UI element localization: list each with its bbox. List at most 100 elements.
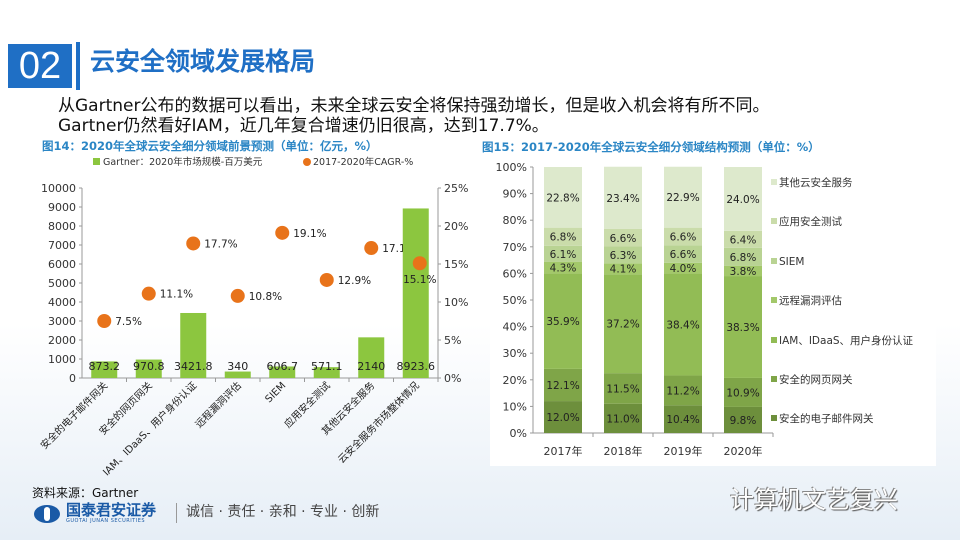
slide-title: 云安全领域发展格局 bbox=[90, 47, 316, 76]
stack-segment bbox=[604, 274, 642, 374]
bar bbox=[91, 361, 118, 378]
legend-swatch bbox=[771, 297, 777, 303]
y2-tick-label: 10% bbox=[444, 296, 468, 309]
slogan: 诚信 · 责任 · 亲和 · 专业 · 创新 bbox=[186, 504, 380, 520]
y-tick-label: 50% bbox=[503, 294, 527, 307]
stack-segment bbox=[724, 247, 762, 266]
legend-label-dot: 2017-2020年CAGR-% bbox=[313, 156, 413, 168]
segment-value-label: 11.0% bbox=[606, 413, 639, 425]
stack-segment bbox=[544, 167, 582, 228]
stack-segment bbox=[724, 265, 762, 277]
legend-swatch bbox=[771, 415, 777, 421]
segment-value-label: 6.6% bbox=[670, 249, 697, 261]
chart2-title: 图15：2017-2020年全球云安全细分领域结构预测（单位：%） bbox=[482, 140, 820, 154]
bar bbox=[180, 312, 207, 378]
cagr-dot bbox=[141, 286, 156, 301]
y-tick-label: 10% bbox=[503, 400, 527, 413]
x-category-label: 应用安全测试 bbox=[281, 379, 333, 431]
bar bbox=[402, 208, 429, 378]
y2-tick-label: 15% bbox=[444, 258, 468, 271]
stack-segment bbox=[664, 166, 702, 228]
segment-value-label: 6.1% bbox=[550, 249, 577, 261]
x-category-label: SIEM bbox=[263, 380, 288, 405]
x-category-label: 远程漏洞评估 bbox=[192, 379, 244, 431]
x-category-label: IAM、IDaaS、用户身份认证 bbox=[100, 379, 199, 478]
cagr-value-label: 12.9% bbox=[338, 275, 371, 287]
segment-value-label: 24.0% bbox=[726, 194, 759, 206]
chart1-title: 图14：2020年全球云安全细分领域前景预测（单位：亿元，%） bbox=[42, 139, 378, 153]
segment-value-label: 6.4% bbox=[730, 234, 757, 246]
cagr-value-label: 17.7% bbox=[204, 238, 237, 250]
cagr-value-label: 19.1% bbox=[293, 228, 326, 240]
legend-swatch bbox=[771, 218, 777, 224]
segment-value-label: 6.8% bbox=[730, 252, 757, 264]
legend-swatch bbox=[771, 376, 777, 382]
cagr-dot bbox=[186, 236, 201, 251]
stack-segment bbox=[604, 166, 642, 229]
footer-divider bbox=[176, 503, 177, 523]
x-category-label: 2020年 bbox=[724, 444, 763, 458]
bar-value-label: 571.1 bbox=[311, 360, 343, 373]
segment-value-label: 22.9% bbox=[666, 192, 699, 204]
y2-tick-label: 0% bbox=[444, 372, 461, 385]
segment-value-label: 38.3% bbox=[726, 322, 759, 334]
bar bbox=[269, 366, 296, 378]
section-number: 02 bbox=[8, 44, 72, 88]
cagr-dot bbox=[275, 225, 290, 240]
y-tick-label: 2000 bbox=[48, 334, 76, 347]
legend-swatch bbox=[771, 179, 777, 185]
cagr-dot bbox=[412, 256, 427, 271]
bar-value-label: 340 bbox=[227, 360, 248, 373]
stack-segment bbox=[664, 245, 702, 263]
bar-value-label: 873.2 bbox=[89, 360, 121, 373]
legend-label: 其他云安全服务 bbox=[779, 176, 853, 189]
segment-value-label: 11.2% bbox=[666, 385, 699, 397]
segment-value-label: 4.3% bbox=[550, 263, 577, 275]
legend-label: 应用安全测试 bbox=[779, 215, 842, 228]
y-tick-label: 20% bbox=[503, 374, 527, 387]
x-category-label: 安全的电子邮件网关 bbox=[38, 379, 111, 452]
segment-value-label: 12.0% bbox=[546, 412, 579, 424]
title-divider bbox=[76, 42, 80, 90]
cagr-dot bbox=[319, 272, 334, 287]
bar bbox=[358, 337, 385, 378]
x-category-label: 云安全服务市场整体情况 bbox=[335, 379, 422, 466]
segment-value-label: 6.6% bbox=[610, 233, 637, 245]
stack-segment bbox=[604, 373, 642, 404]
stack-segment bbox=[664, 375, 702, 406]
x-category-label: 2019年 bbox=[664, 444, 703, 458]
y-tick-label: 40% bbox=[503, 321, 527, 334]
stack-segment bbox=[724, 230, 762, 248]
y2-tick-label: 20% bbox=[444, 220, 468, 233]
watermark: 计算机文艺复兴 bbox=[730, 486, 898, 514]
y-tick-label: 0 bbox=[69, 372, 76, 385]
bar bbox=[313, 367, 340, 378]
segment-value-label: 6.8% bbox=[550, 232, 577, 244]
logo-en: GUOTAI JUNAN SECURITIES bbox=[66, 518, 146, 524]
segment-value-label: 37.2% bbox=[606, 319, 639, 331]
cagr-dot bbox=[97, 314, 112, 328]
y-tick-label: 5000 bbox=[48, 277, 76, 290]
y-tick-label: 7000 bbox=[48, 239, 76, 252]
stack-segment bbox=[544, 227, 582, 246]
stack-segment bbox=[664, 227, 702, 246]
x-category-label: 2018年 bbox=[604, 444, 643, 458]
y-tick-label: 90% bbox=[503, 188, 527, 201]
y-tick-label: 0% bbox=[510, 427, 527, 440]
cagr-dot bbox=[230, 288, 245, 303]
bar bbox=[135, 359, 162, 378]
stack-segment bbox=[664, 405, 702, 433]
company-logo: 国泰君安证券 GUOTAI JUNAN SECURITIES bbox=[34, 503, 156, 524]
source-note: 资料来源：Gartner bbox=[32, 486, 139, 500]
cagr-value-label: 15.1% bbox=[403, 274, 436, 286]
bar-value-label: 3421.8 bbox=[174, 360, 213, 373]
bar bbox=[224, 371, 251, 378]
stack-segment bbox=[724, 167, 762, 231]
stack-segment bbox=[544, 401, 582, 433]
bar-value-label: 2140 bbox=[357, 360, 385, 373]
stack-segment bbox=[604, 403, 642, 433]
segment-value-label: 3.8% bbox=[730, 266, 757, 278]
stack-segment bbox=[544, 273, 582, 369]
segment-value-label: 23.4% bbox=[606, 193, 639, 205]
